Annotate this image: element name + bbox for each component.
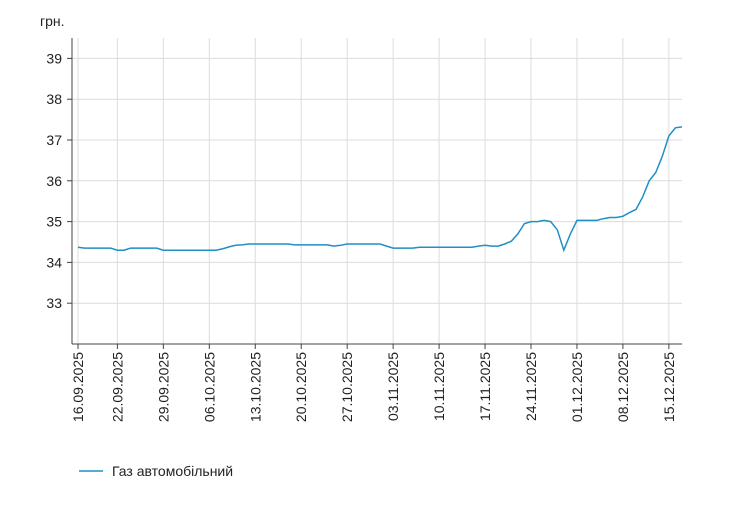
x-tick-label: 15.12.2025 [661,352,677,422]
x-tick-label: 27.10.2025 [339,352,355,422]
x-tick-label: 17.11.2025 [477,352,493,421]
y-axis-label: грн. [40,13,65,29]
x-tick-label: 24.11.2025 [523,352,539,421]
y-tick-label: 35 [46,214,62,230]
x-tick-label: 10.11.2025 [431,352,447,421]
data-line [77,126,683,253]
x-tick-label: 20.10.2025 [293,352,309,422]
x-tick-label: 16.09.2025 [70,352,86,422]
x-tick-label: 06.10.2025 [201,352,217,422]
y-tick-label: 34 [46,254,62,270]
x-tick-label: 08.12.2025 [615,352,631,422]
x-tick-label: 03.11.2025 [385,352,401,421]
x-tick-label: 01.12.2025 [569,352,585,422]
y-tick-label: 33 [46,295,62,311]
y-tick-label: 39 [46,50,62,66]
legend-label: Газ автомобільний [112,463,233,479]
y-tick-label: 37 [46,132,62,148]
x-tick-label: 29.09.2025 [155,352,171,422]
y-tick-label: 38 [46,91,62,107]
x-tick-label: 13.10.2025 [247,352,263,422]
x-tick-label: 22.09.2025 [109,352,125,422]
y-tick-label: 36 [46,173,62,189]
